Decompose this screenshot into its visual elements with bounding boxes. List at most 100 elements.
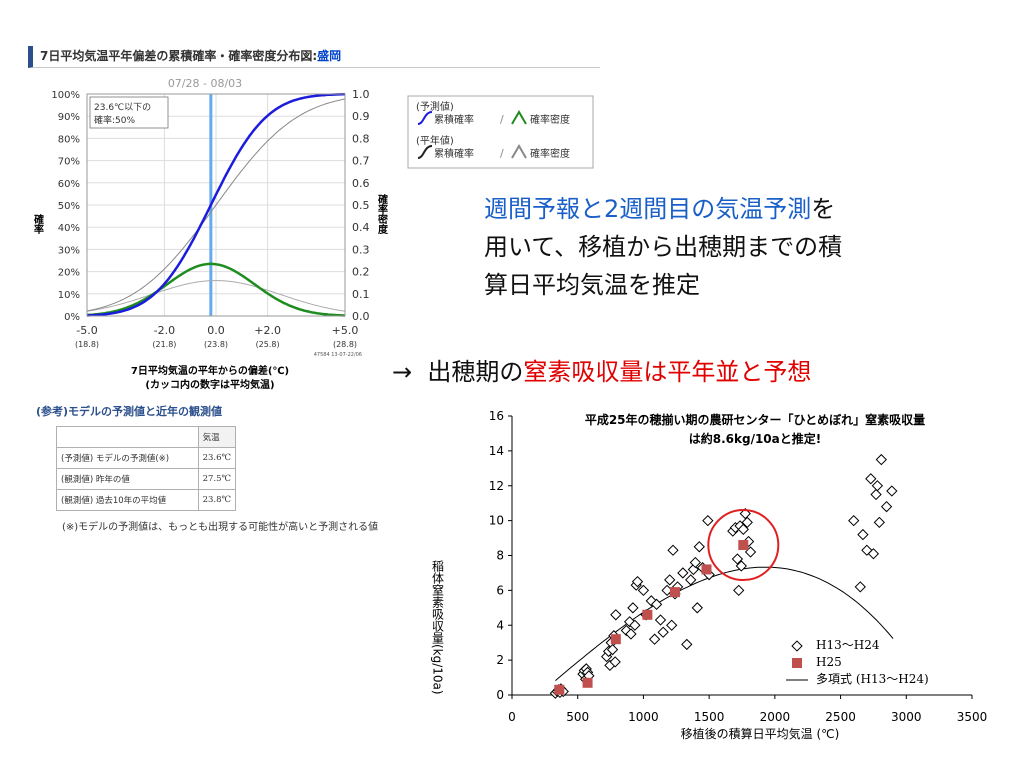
row-label: (観測値) 昨年の値 <box>56 468 199 490</box>
y-tick-label: 0.8 <box>352 132 370 145</box>
y-tick-label: 0.7 <box>352 155 370 168</box>
diamond-point <box>742 535 755 548</box>
legend-h25: H25 <box>816 655 842 669</box>
diamond-point <box>577 668 589 680</box>
x-tick-label: 1000 <box>628 710 659 724</box>
legend-forecast-header: (予測値) <box>416 100 454 113</box>
forecast-density-curve <box>86 262 345 317</box>
y-tick-label: 6 <box>496 583 504 597</box>
table-row: (予測値) モデルの予測値(※) 23.6℃ <box>56 447 237 469</box>
table-row: (観測値) 過去10年の平均値 23.8℃ <box>56 489 237 511</box>
diamond-point <box>873 516 885 529</box>
square-point <box>610 634 621 645</box>
left-y-ticks: 0% 10% 20% 30% 40% 50% 60% 70% 80% 90% 100% <box>51 90 80 323</box>
footer-code: 47584 13-07-22/06 <box>314 352 362 358</box>
diamond-point <box>645 595 657 607</box>
scatter-x-axis-label: 移植後の積算日平均気温 (℃) <box>681 726 840 741</box>
main-line1-highlight: 週間予報と2週間目の気温予測 <box>484 195 812 223</box>
diamond-point <box>554 686 566 699</box>
highlight-circle <box>707 509 780 582</box>
table-row: (観測値) 昨年の値 27.5℃ <box>56 468 237 490</box>
row-value: 27.5℃ <box>197 468 237 490</box>
table-corner <box>56 426 199 448</box>
legend-separator-2: / <box>500 147 504 160</box>
diamond-point <box>553 684 565 696</box>
diamond-point <box>579 673 592 685</box>
diamond-point <box>857 528 869 541</box>
diamond-point <box>880 501 893 513</box>
y-tick-label: 16 <box>489 409 504 423</box>
legend-poly: 多項式 (H13〜H24) <box>816 672 929 686</box>
y-tick-label: 50% <box>58 201 80 212</box>
y-tick-label: 60% <box>58 179 80 190</box>
diamond-point <box>604 659 616 672</box>
diamond-point <box>581 666 594 678</box>
y-tick-label: 0% <box>64 312 80 323</box>
diamond-point <box>735 560 747 572</box>
reference-note: (※)モデルの予測値は、もっとも出現する可能性が高いと予測される値 <box>62 522 379 533</box>
main-line2: 用いて、移植から出穂期までの積 <box>484 233 843 261</box>
x-tick-label: +5.0 <box>332 324 359 337</box>
diamond-point <box>702 514 714 527</box>
y-tick-label: 0.6 <box>352 177 370 190</box>
square-point <box>738 540 749 551</box>
diamond-point <box>549 687 562 699</box>
square-point <box>582 677 593 688</box>
x-axis-label: 7日平均気温の平年からの偏差(℃) <box>131 364 289 377</box>
square-point <box>554 684 565 695</box>
square-point <box>669 587 680 598</box>
square-icon <box>792 657 802 668</box>
diamond-point <box>669 588 681 600</box>
diamond-point <box>703 569 715 581</box>
diamond-point <box>693 541 705 553</box>
panel-title: 7日平均気温平年偏差の累積確率・確率密度分布図:盛岡 <box>28 46 600 68</box>
x-tick-label: 3500 <box>957 710 988 724</box>
main-statement: 週間予報と2週間目の気温予測を 用いて、移植から出穂期までの積 算日平均気温を推… <box>484 190 984 304</box>
diamond-point <box>671 581 684 593</box>
y-tick-label: 14 <box>489 444 504 458</box>
y-tick-label: 0.9 <box>352 110 370 123</box>
y-tick-label: 0.1 <box>352 288 370 301</box>
x-subtick-label: (28.8) <box>333 340 357 349</box>
legend-normal-density-icon <box>511 144 527 159</box>
square-point <box>701 564 712 575</box>
line-icon <box>786 679 808 680</box>
x-tick-label: 2000 <box>760 710 791 724</box>
reference-table: 気温 (予測値) モデルの予測値(※) 23.6℃ (観測値) 昨年の値 27.… <box>56 426 237 511</box>
diamond-point <box>734 520 746 532</box>
scatter-title-line2: は約8.6kg/10aと推定! <box>689 431 821 446</box>
x-subtick-label: (25.8) <box>256 340 280 349</box>
left-curves <box>86 92 346 317</box>
x-tick-label: -5.0 <box>76 324 97 337</box>
legend-forecast-density: 確率密度 <box>530 113 570 126</box>
diamond-point <box>609 656 621 668</box>
diamond-point <box>640 609 652 621</box>
y-tick-label: 8 <box>496 549 504 563</box>
diamond-point <box>854 581 866 593</box>
panel-title-location: 盛岡 <box>317 49 342 63</box>
diamond-point <box>623 616 636 628</box>
normal-density-curve <box>86 280 346 312</box>
legend-forecast-cumulative: 累積確率 <box>434 113 474 126</box>
y-tick-label: 0.0 <box>352 310 370 323</box>
x-tick-label: 3000 <box>891 710 922 724</box>
row-value: 23.6℃ <box>197 447 237 469</box>
legend-normal-header: (平年値) <box>416 134 454 147</box>
legend-item: H25 <box>786 654 929 671</box>
diamond-point <box>737 523 749 536</box>
y-tick-label: 0.2 <box>352 266 370 279</box>
diamond-point <box>631 575 644 588</box>
forecast-cumulative-curve <box>86 92 346 317</box>
row-value: 23.8℃ <box>197 489 237 511</box>
diamond-point <box>677 567 689 579</box>
diamond-point <box>654 614 667 626</box>
x-tick-label: 1500 <box>694 710 725 724</box>
legend-normal-density: 確率密度 <box>530 147 570 160</box>
diamond-point <box>867 548 880 560</box>
y-tick-label: 80% <box>58 134 80 145</box>
diamond-point <box>875 453 887 466</box>
diamond-point <box>667 544 679 556</box>
diamond-point <box>687 563 700 576</box>
inset-line2: 確率:50% <box>94 114 135 126</box>
diamond-point <box>551 685 563 698</box>
